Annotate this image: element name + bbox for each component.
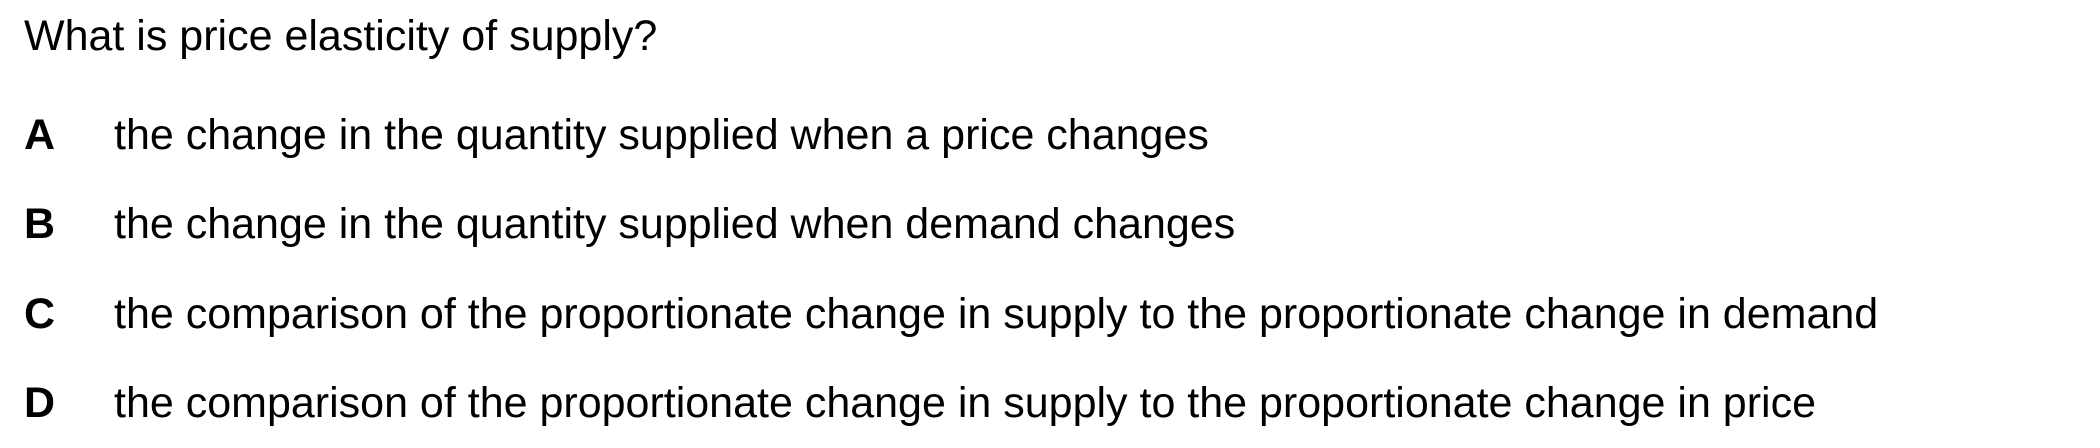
option-letter: D	[24, 379, 56, 427]
option-letter: B	[24, 200, 56, 248]
option-text: the comparison of the proportionate chan…	[114, 379, 1817, 427]
option-d: D the comparison of the proportionate ch…	[24, 377, 2084, 429]
option-a: A the change in the quantity supplied wh…	[24, 109, 2084, 161]
option-text: the change in the quantity supplied when…	[114, 200, 1236, 248]
question-text: What is price elasticity of supply?	[24, 12, 658, 60]
option-letter: A	[24, 111, 56, 159]
option-text: the change in the quantity supplied when…	[114, 111, 1209, 159]
option-c: C the comparison of the proportionate ch…	[24, 288, 2084, 340]
option-b: B the change in the quantity supplied wh…	[24, 198, 2084, 250]
option-letter: C	[24, 290, 56, 338]
option-text: the comparison of the proportionate chan…	[114, 290, 1879, 338]
